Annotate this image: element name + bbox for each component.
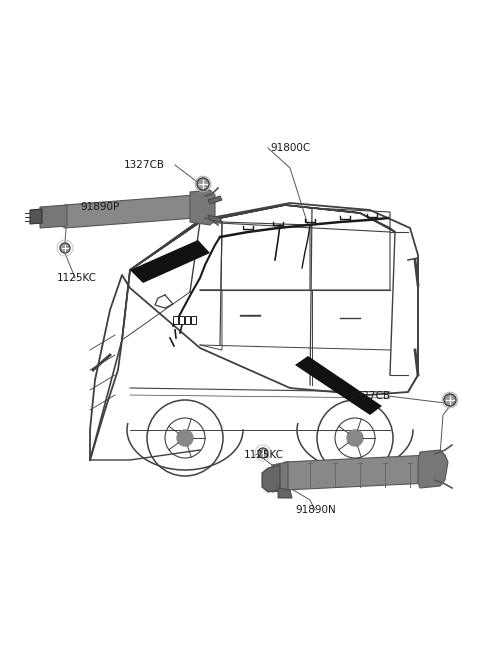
Polygon shape: [208, 196, 222, 204]
Polygon shape: [278, 488, 292, 498]
Polygon shape: [30, 209, 42, 224]
FancyBboxPatch shape: [173, 316, 178, 324]
FancyBboxPatch shape: [179, 316, 184, 324]
Polygon shape: [40, 205, 67, 228]
Circle shape: [444, 394, 456, 406]
Polygon shape: [262, 465, 280, 492]
Polygon shape: [190, 190, 215, 225]
Polygon shape: [280, 455, 435, 490]
FancyBboxPatch shape: [191, 316, 196, 324]
Polygon shape: [295, 356, 382, 415]
Circle shape: [177, 430, 193, 446]
Polygon shape: [272, 462, 288, 492]
Polygon shape: [130, 240, 210, 283]
Circle shape: [317, 400, 393, 476]
Circle shape: [347, 430, 363, 446]
FancyBboxPatch shape: [185, 316, 190, 324]
Circle shape: [258, 448, 268, 458]
Circle shape: [147, 400, 223, 476]
Text: 1327CB: 1327CB: [350, 391, 391, 401]
Circle shape: [60, 243, 70, 253]
Polygon shape: [418, 450, 448, 488]
Text: 1125KC: 1125KC: [57, 273, 97, 283]
Polygon shape: [55, 195, 205, 228]
Polygon shape: [208, 215, 222, 222]
Text: 91890P: 91890P: [80, 202, 119, 212]
Text: 91800C: 91800C: [270, 143, 310, 153]
Text: 1327CB: 1327CB: [124, 160, 165, 170]
Text: 1125KC: 1125KC: [244, 450, 284, 460]
Text: 91890N: 91890N: [295, 505, 336, 515]
Circle shape: [197, 178, 209, 190]
